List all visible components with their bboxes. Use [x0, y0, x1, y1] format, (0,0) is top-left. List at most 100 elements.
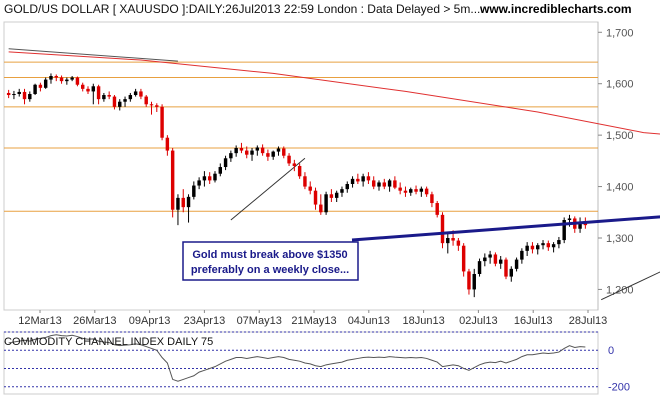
candle [440, 212, 445, 249]
y-tick-label: 1,300 [606, 233, 634, 245]
candle [65, 77, 69, 85]
site-url[interactable]: www.incrediblecharts.com [480, 2, 632, 16]
candle [435, 200, 439, 218]
candle [165, 135, 170, 156]
candle-body [139, 91, 143, 97]
candle-body [472, 274, 476, 290]
candle-body [292, 163, 297, 166]
candle-body [118, 101, 122, 107]
candle [223, 155, 228, 171]
candle [483, 253, 487, 267]
candle-body [250, 150, 254, 155]
candle-body [229, 153, 233, 159]
candle [176, 194, 180, 226]
candle-body [186, 196, 191, 208]
candle-body [403, 190, 408, 193]
candle [340, 186, 344, 197]
candle-body [398, 187, 402, 191]
candle [504, 257, 508, 280]
candle [377, 180, 381, 191]
cci-reference-lines [4, 331, 598, 388]
candle [192, 181, 196, 200]
candle [525, 242, 529, 256]
candle-body [260, 147, 265, 154]
candle [334, 190, 339, 202]
candle-body [102, 95, 106, 100]
x-tick-label: 04Jun13 [348, 315, 390, 327]
candle [366, 172, 371, 184]
candle-body [456, 240, 461, 246]
candle [59, 75, 64, 84]
candle [86, 86, 90, 94]
candle-body [361, 176, 365, 182]
candle [75, 76, 80, 87]
x-tick-label: 28Jul13 [569, 315, 608, 327]
candle [12, 90, 16, 100]
candle [403, 186, 408, 197]
candle-body [509, 268, 514, 277]
candle [144, 95, 148, 107]
candle-body [144, 96, 148, 105]
annotation-text-line2: preferably on a weekly close... [191, 264, 349, 276]
candle-body [467, 271, 471, 290]
candle [313, 187, 318, 210]
candle [160, 104, 164, 141]
candle [181, 189, 185, 213]
y-tick-label: 1,400 [606, 182, 634, 194]
candle [292, 159, 297, 172]
candle-body [43, 79, 48, 88]
candle-body [530, 245, 535, 250]
candle-body [308, 186, 312, 191]
candle [112, 95, 117, 110]
candle [324, 191, 328, 215]
x-tick-label: 23Apr13 [184, 315, 226, 327]
candle-body [350, 178, 355, 184]
candle-body [562, 220, 566, 241]
candle-body [165, 137, 170, 151]
x-tick-label: 26Mar13 [73, 315, 116, 327]
candle [303, 172, 307, 190]
downtrend-line [8, 48, 178, 62]
y-tick-label: 1,500 [606, 130, 634, 142]
candle [213, 171, 217, 183]
candle [91, 83, 96, 105]
candle-body [430, 194, 434, 204]
candle [197, 177, 201, 190]
x-tick-label: 02Jul13 [459, 315, 498, 327]
candle [350, 176, 355, 188]
candle [80, 82, 85, 92]
candle-body [282, 148, 286, 156]
candle-body [371, 180, 376, 187]
candle-body [192, 185, 196, 197]
candle [308, 181, 312, 195]
candle-body [382, 182, 387, 187]
candle-body [340, 189, 344, 193]
candle [139, 88, 143, 100]
candle [467, 268, 471, 295]
candle [282, 146, 286, 159]
candle [488, 250, 492, 264]
candle [22, 88, 27, 105]
candle-body [520, 250, 524, 260]
candle [271, 150, 275, 160]
candle [546, 240, 551, 251]
candle-body [245, 150, 249, 155]
candle-body [234, 148, 238, 154]
candle [6, 89, 11, 99]
candle-body [409, 189, 413, 193]
candle [472, 268, 476, 298]
annotation: Gold must break above $1350 preferably on… [182, 215, 660, 281]
candle [361, 173, 365, 187]
candle [149, 101, 154, 115]
candle-body [546, 243, 551, 248]
candle-body [266, 153, 270, 157]
cci-axis-ticks: 0 -200 [608, 345, 630, 393]
candle-body [218, 167, 223, 174]
candle [54, 74, 58, 82]
candle-body [303, 176, 307, 187]
candle-body [541, 243, 545, 246]
candle [245, 146, 249, 159]
candle [38, 82, 43, 92]
